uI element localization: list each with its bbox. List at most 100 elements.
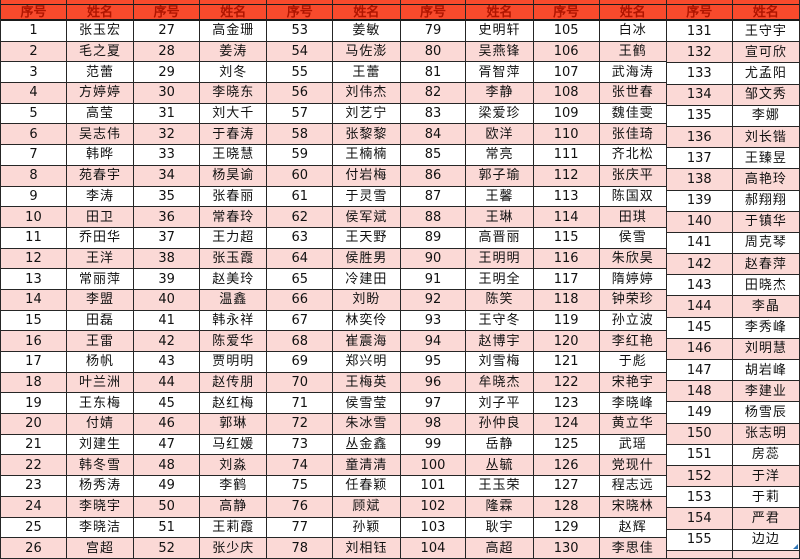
name-cell[interactable]: 王鹤	[599, 41, 667, 63]
name-cell[interactable]: 王蕾	[333, 62, 401, 84]
name-cell[interactable]: 赵美玲	[200, 269, 268, 290]
name-cell[interactable]: 张世春	[599, 83, 667, 104]
index-cell[interactable]: 29	[134, 62, 201, 84]
name-cell[interactable]: 常丽萍	[66, 269, 135, 290]
index-cell[interactable]: 120	[533, 331, 600, 352]
name-cell[interactable]: 付岩梅	[333, 165, 401, 187]
index-cell[interactable]: 138	[666, 169, 733, 191]
header-cell-name[interactable]: 姓名	[200, 5, 268, 21]
name-cell[interactable]: 丛毓	[466, 455, 534, 477]
name-cell[interactable]: 李秀峰	[732, 317, 800, 339]
index-cell[interactable]: 51	[134, 517, 201, 539]
index-cell[interactable]: 32	[134, 124, 201, 146]
name-cell[interactable]: 高晋丽	[466, 227, 534, 249]
name-cell[interactable]: 孙立波	[599, 310, 667, 332]
index-cell[interactable]: 99	[400, 434, 467, 456]
name-cell[interactable]: 王晓慧	[200, 145, 268, 166]
index-cell[interactable]: 67	[267, 310, 334, 332]
name-cell[interactable]: 胡岩峰	[732, 360, 800, 382]
index-cell[interactable]: 140	[666, 211, 733, 233]
name-cell[interactable]: 刘子平	[466, 393, 534, 415]
index-cell[interactable]: 118	[533, 289, 600, 311]
index-cell[interactable]: 47	[134, 434, 201, 456]
header-cell-index[interactable]: 序号	[1, 5, 67, 21]
index-cell[interactable]	[666, 550, 733, 559]
index-cell[interactable]: 15	[1, 310, 67, 332]
name-cell[interactable]: 李晶	[732, 296, 800, 318]
index-cell[interactable]: 100	[400, 455, 467, 477]
index-cell[interactable]: 111	[533, 145, 600, 166]
index-cell[interactable]: 109	[533, 103, 600, 125]
name-cell[interactable]: 范蕾	[66, 62, 135, 84]
index-cell[interactable]: 114	[533, 207, 600, 228]
name-cell[interactable]: 付婧	[66, 414, 135, 435]
index-cell[interactable]: 17	[1, 352, 67, 373]
name-cell[interactable]: 陈笑	[466, 289, 534, 311]
name-cell[interactable]: 李晓峰	[599, 393, 667, 415]
name-cell[interactable]: 周克琴	[732, 232, 800, 255]
name-cell[interactable]: 侯雪	[599, 227, 667, 249]
index-cell[interactable]: 139	[666, 190, 733, 212]
index-cell[interactable]: 97	[400, 393, 467, 415]
name-cell[interactable]: 杨昊谕	[200, 165, 268, 187]
name-cell[interactable]: 梁爱珍	[466, 103, 534, 125]
name-cell[interactable]: 李晓宇	[66, 496, 135, 518]
index-cell[interactable]: 74	[267, 455, 334, 477]
index-cell[interactable]: 56	[267, 83, 334, 104]
name-cell[interactable]: 高超	[466, 538, 534, 559]
name-cell[interactable]: 李静	[466, 83, 534, 104]
index-cell[interactable]: 62	[267, 207, 334, 228]
index-cell[interactable]: 30	[134, 83, 201, 104]
name-cell[interactable]: 张玉宏	[66, 21, 135, 42]
index-cell[interactable]: 54	[267, 41, 334, 63]
index-cell[interactable]: 151	[666, 444, 733, 466]
index-cell[interactable]: 2	[1, 41, 67, 63]
index-cell[interactable]: 115	[533, 227, 600, 249]
index-cell[interactable]: 135	[666, 105, 733, 127]
name-cell[interactable]: 赵春萍	[732, 254, 800, 276]
name-cell[interactable]: 于莉	[732, 487, 800, 509]
name-cell[interactable]: 于彪	[599, 352, 667, 373]
index-cell[interactable]: 113	[533, 186, 600, 208]
index-cell[interactable]: 13	[1, 269, 67, 290]
index-cell[interactable]: 65	[267, 269, 334, 290]
name-cell[interactable]: 温鑫	[200, 289, 268, 311]
index-cell[interactable]: 71	[267, 393, 334, 415]
name-cell[interactable]: 王臻昱	[732, 148, 800, 170]
index-cell[interactable]: 33	[134, 145, 201, 166]
name-cell[interactable]: 乔田华	[66, 227, 135, 249]
index-cell[interactable]: 149	[666, 402, 733, 424]
name-cell[interactable]: 孙颖	[333, 517, 401, 539]
name-cell[interactable]: 叶兰洲	[66, 372, 135, 394]
name-cell[interactable]: 崔震海	[333, 331, 401, 352]
index-cell[interactable]: 31	[134, 103, 201, 125]
name-cell[interactable]: 王东梅	[66, 393, 135, 415]
index-cell[interactable]: 77	[267, 517, 334, 539]
index-cell[interactable]: 154	[666, 508, 733, 530]
name-cell[interactable]: 李晓洁	[66, 517, 135, 539]
name-cell[interactable]: 王馨	[466, 186, 534, 208]
index-cell[interactable]: 57	[267, 103, 334, 125]
name-cell[interactable]: 尤孟阳	[732, 63, 800, 85]
name-cell[interactable]: 王力超	[200, 227, 268, 249]
index-cell[interactable]: 37	[134, 227, 201, 249]
index-cell[interactable]: 21	[1, 434, 67, 456]
name-cell[interactable]: 侯胜男	[333, 248, 401, 270]
name-cell[interactable]: 童清清	[333, 455, 401, 477]
header-cell-name[interactable]: 姓名	[732, 5, 800, 21]
index-cell[interactable]: 3	[1, 62, 67, 84]
index-cell[interactable]: 83	[400, 103, 467, 125]
index-cell[interactable]: 123	[533, 393, 600, 415]
index-cell[interactable]: 142	[666, 254, 733, 276]
index-cell[interactable]: 87	[400, 186, 467, 208]
name-cell[interactable]: 李晓东	[200, 83, 268, 104]
name-cell[interactable]: 李娜	[732, 105, 800, 127]
name-cell[interactable]: 吴燕锋	[466, 41, 534, 63]
name-cell[interactable]: 边边	[732, 529, 800, 551]
index-cell[interactable]: 20	[1, 414, 67, 435]
name-cell[interactable]: 郝翔翔	[732, 190, 800, 212]
index-cell[interactable]: 73	[267, 434, 334, 456]
index-cell[interactable]: 129	[533, 517, 600, 539]
header-cell-index[interactable]: 序号	[666, 5, 733, 21]
name-cell[interactable]: 刘盼	[333, 289, 401, 311]
